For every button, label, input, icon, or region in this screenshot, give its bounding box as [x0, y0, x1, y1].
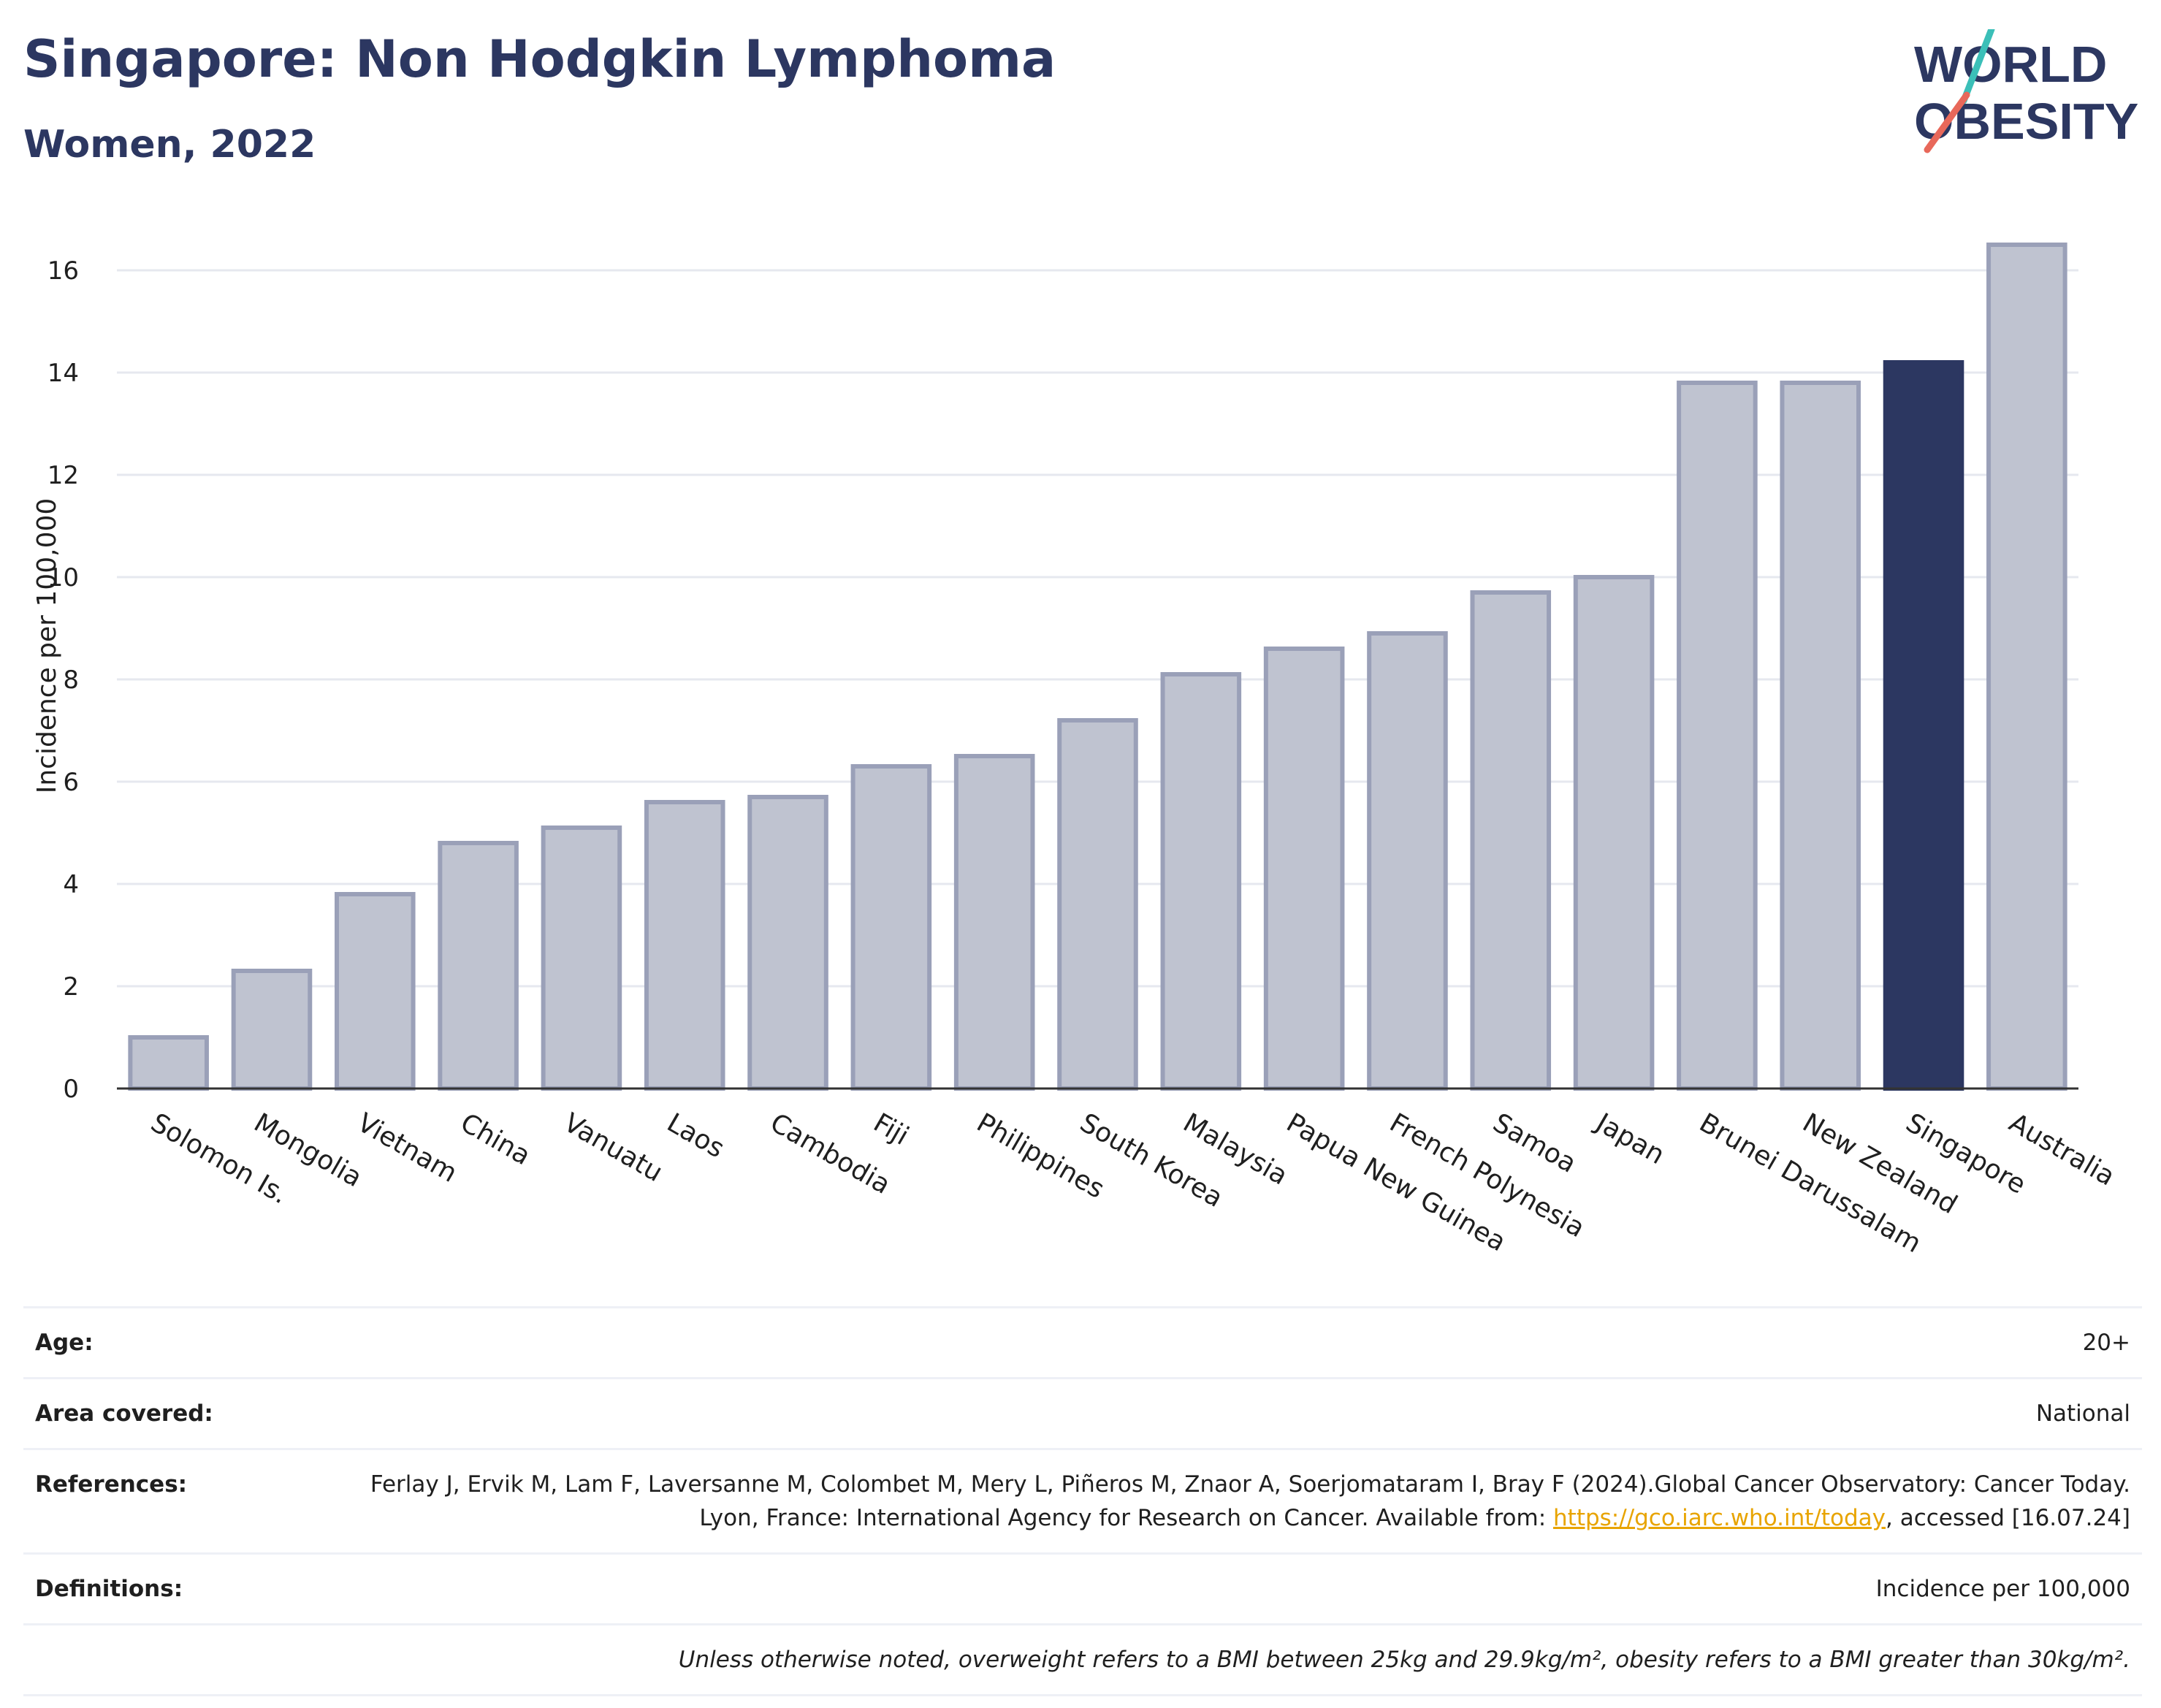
bar-vietnam — [335, 892, 416, 1091]
logo-word-world: WORLD — [1914, 36, 2107, 93]
y-tick-label: 6 — [63, 768, 79, 797]
bar-china — [438, 841, 519, 1091]
bar-south-korea — [1057, 718, 1138, 1091]
bar-malaysia — [1160, 672, 1242, 1091]
references-label: References: — [35, 1471, 188, 1498]
bar-australia — [1986, 243, 2067, 1091]
references-accessed: , accessed [16.07.24] — [1885, 1505, 2130, 1531]
references-link[interactable]: https://gco.iarc.who.int/today — [1553, 1505, 1886, 1531]
bars — [128, 243, 2067, 1091]
y-tick-label: 10 — [47, 563, 79, 592]
x-tick-label: China — [455, 1107, 536, 1171]
y-tick-label: 8 — [63, 666, 79, 695]
bar-solomon-is — [128, 1035, 209, 1091]
y-tick-label: 0 — [63, 1075, 79, 1104]
info-row-note: Unless otherwise noted, overweight refer… — [23, 1623, 2142, 1696]
definitions-label: Definitions: — [35, 1576, 183, 1602]
x-tick-label: Japan — [1590, 1107, 1669, 1170]
bar-samoa — [1470, 590, 1552, 1091]
age-value: 20+ — [2082, 1330, 2130, 1356]
bar-japan — [1573, 575, 1655, 1091]
bar-new-zealand — [1780, 381, 1861, 1091]
chart-title: Singapore: Non Hodgkin Lymphoma — [23, 29, 1056, 89]
logo-slash-coral — [1924, 91, 1970, 153]
y-tick-label: 4 — [63, 870, 79, 899]
info-row-age: Age: 20+ — [23, 1306, 2142, 1377]
bar-french-polynesia — [1367, 631, 1448, 1091]
y-tick-label: 2 — [63, 972, 79, 1002]
bmi-note: Unless otherwise noted, overweight refer… — [678, 1647, 2130, 1673]
bar-mongolia — [231, 969, 313, 1091]
y-tick-label: 14 — [47, 359, 79, 388]
age-label: Age: — [35, 1330, 94, 1356]
world-obesity-logo: WORLD OBESITY — [1914, 29, 2138, 153]
info-table: Age: 20+ Area covered: National Referenc… — [23, 1306, 2142, 1696]
bar-fiji — [850, 764, 932, 1091]
bar-vanuatu — [541, 826, 622, 1091]
x-tick-label: Vietnam — [352, 1107, 462, 1189]
bar-laos — [644, 800, 725, 1091]
bar-cambodia — [747, 795, 828, 1091]
y-axis-label: Incidence per 100,000 — [32, 498, 62, 794]
bar-brunei-darussalam — [1677, 381, 1758, 1091]
bar-singapore — [1883, 360, 1964, 1091]
info-row-references: References: Ferlay J, Ervik M, Lam F, La… — [23, 1448, 2142, 1552]
references-text: Ferlay J, Ervik M, Lam F, Laversanne M, … — [370, 1471, 2130, 1531]
chart-subtitle: Women, 2022 — [23, 123, 316, 167]
x-tick-label: Fiji — [869, 1107, 914, 1151]
logo-slash-teal — [1960, 29, 1995, 104]
x-tick-label: Vanuatu — [559, 1107, 668, 1188]
area-value: National — [2035, 1400, 2130, 1427]
y-tick-label: 12 — [47, 461, 79, 490]
y-tick-label: 16 — [47, 256, 79, 286]
area-label: Area covered: — [35, 1400, 213, 1427]
bar-papua-new-guinea — [1263, 647, 1345, 1091]
info-row-definitions: Definitions: Incidence per 100,000 — [23, 1552, 2142, 1623]
bar-philippines — [953, 754, 1035, 1091]
x-tick-label: Laos — [662, 1107, 729, 1164]
info-row-area: Area covered: National — [23, 1377, 2142, 1448]
references-value: Ferlay J, Ervik M, Lam F, Laversanne M, … — [319, 1468, 2130, 1535]
definitions-value: Incidence per 100,000 — [1875, 1576, 2130, 1602]
